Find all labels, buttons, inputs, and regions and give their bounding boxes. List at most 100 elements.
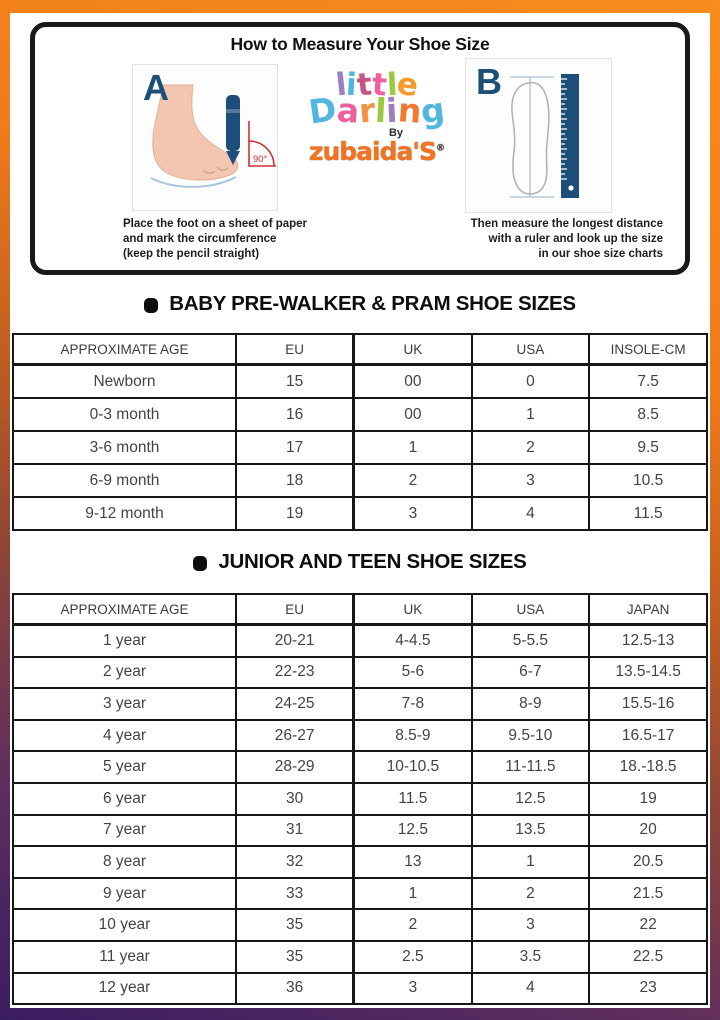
caption-panel-b: Then measure the longest distance with a…	[428, 217, 663, 263]
table-cell: 16	[235, 397, 355, 432]
table-cell: 35	[235, 939, 355, 974]
step-a-label: A	[143, 67, 169, 108]
junior-sizes-table: APPROXIMATE AGE EU UK USA JAPAN 1 year 20-21 4-…	[12, 593, 708, 1006]
table-cell: 13.5	[470, 813, 591, 848]
caption-a-line1: Place the foot on a sheet of paper	[123, 218, 308, 230]
table-cell: 23	[588, 971, 708, 1006]
table-row: 12 year 36 3 4 23	[12, 971, 708, 1006]
table-cell: 2 year	[12, 655, 237, 690]
table-header-row: APPROXIMATE AGE EU UK USA INSOLE-CM	[12, 333, 708, 366]
table-cell: 9 year	[12, 876, 237, 911]
table-row: 3-6 month 17 1 2 9.5	[12, 430, 708, 465]
column-header: EU	[235, 593, 355, 626]
caption-a-line3: (keep the pencil straight)	[123, 248, 260, 261]
table-cell: 31	[235, 813, 355, 848]
table-row: 9-12 month 19 3 4 11.5	[12, 496, 708, 531]
table-cell: 1	[470, 845, 591, 879]
table-cell: 21.5	[588, 876, 708, 911]
table-cell: 12 year	[12, 971, 237, 1006]
logo-brand: zubaida'S®	[293, 137, 461, 166]
table-row: Newborn 15 00 0 7.5	[12, 363, 708, 399]
table-cell: 33	[235, 876, 355, 911]
logo-letter: a	[335, 89, 361, 131]
table-cell: 6-7	[470, 655, 591, 690]
table-cell: 5 year	[12, 750, 237, 784]
table-cell: 3.5	[470, 939, 591, 974]
column-header: EU	[235, 333, 355, 366]
table-cell: 26-27	[235, 718, 355, 753]
table-cell: 15.5-16	[588, 687, 708, 721]
table-cell: 8.5-9	[352, 718, 473, 753]
table-cell: 00	[352, 397, 473, 432]
table-cell: 2.5	[352, 939, 473, 974]
measure-title: How to Measure Your Shoe Size	[230, 34, 490, 54]
column-header: INSOLE-CM	[588, 333, 708, 366]
table-cell: 32	[235, 845, 355, 879]
table-cell: 20-21	[235, 623, 355, 658]
baby-sizes-title: BABY PRE-WALKER & PRAM SHOE SIZES	[10, 275, 710, 333]
table-cell: 20	[588, 813, 708, 848]
brand-logo: little Darling By zubaida'S®	[293, 66, 461, 166]
junior-sizes-title-text: JUNIOR AND TEEN SHOE SIZES	[218, 550, 527, 573]
table-cell: 15	[235, 363, 355, 399]
table-cell: 2	[470, 876, 591, 911]
how-to-measure-box: How to Measure Your Shoe Size A 90°	[30, 22, 690, 275]
foot-ruler-illustration: B	[465, 58, 612, 213]
table-row: 1 year 20-21 4-4.5 5-5.5 12.5-13	[12, 623, 708, 658]
table-cell: 12.5	[352, 813, 473, 848]
table-cell: 0	[470, 363, 591, 399]
table-cell: 11.5	[588, 496, 708, 531]
table-cell: 3	[470, 908, 591, 942]
caption-a-line2: and mark the circumference	[123, 233, 277, 246]
table-cell: 11.5	[352, 781, 473, 816]
column-header: APPROXIMATE AGE	[12, 593, 237, 626]
table-cell: 7-8	[352, 687, 473, 721]
logo-brand-text: zubaida'S	[308, 136, 437, 166]
table-cell: 19	[588, 781, 708, 816]
foot-ruler-icon	[510, 74, 579, 198]
table-row: 0-3 month 16 00 1 8.5	[12, 397, 708, 432]
step-b-label: B	[476, 61, 502, 102]
table-cell: 2	[470, 430, 591, 465]
column-header: USA	[470, 593, 591, 626]
table-cell: 4	[470, 496, 591, 531]
table-cell: 28-29	[235, 750, 355, 784]
table-cell: 8 year	[12, 845, 237, 879]
table-row: 5 year 28-29 10-10.5 11-11.5 18.-18.5	[12, 750, 708, 784]
bullet-icon	[193, 555, 208, 571]
table-cell: 9.5	[588, 430, 708, 465]
table-cell: 30	[235, 781, 355, 816]
table-row: 6-9 month 18 2 3 10.5	[12, 463, 708, 498]
table-cell: 12.5-13	[588, 623, 708, 658]
table-cell: 7.5	[588, 363, 708, 399]
logo-letter: g	[418, 89, 448, 131]
table-cell: 18	[235, 463, 355, 498]
table-row: 4 year 26-27 8.5-9 9.5-10 16.5-17	[12, 718, 708, 753]
baby-sizes-table: APPROXIMATE AGE EU UK USA INSOLE-CM Newborn 15…	[12, 333, 708, 531]
table-cell: 6 year	[12, 781, 237, 816]
table-cell: 3	[352, 496, 473, 531]
table-cell: 13.5-14.5	[588, 655, 708, 690]
column-header: USA	[470, 333, 591, 366]
baby-sizes-title-text: BABY PRE-WALKER & PRAM SHOE SIZES	[169, 292, 576, 315]
table-cell: 4	[470, 971, 591, 1006]
table-row: 8 year 32 13 1 20.5	[12, 845, 708, 879]
table-cell: 1	[470, 397, 591, 432]
table-cell: 4 year	[12, 718, 237, 753]
junior-sizes-title: JUNIOR AND TEEN SHOE SIZES	[10, 531, 710, 593]
logo-letter: n	[396, 89, 423, 131]
logo-by: By	[388, 126, 404, 139]
table-cell: 16.5-17	[588, 718, 708, 753]
logo-letter: D	[306, 88, 340, 132]
table-cell: 36	[235, 971, 355, 1006]
caption-b-line3: in our shoe size charts	[538, 248, 663, 261]
table-cell: 24-25	[235, 687, 355, 721]
table-cell: 1 year	[12, 623, 237, 658]
table-cell: 3-6 month	[12, 430, 237, 465]
caption-b-line1: Then measure the longest distance	[470, 218, 663, 230]
table-row: 10 year 35 2 3 22	[12, 908, 708, 942]
table-row: 2 year 22-23 5-6 6-7 13.5-14.5	[12, 655, 708, 690]
table-cell: 9-12 month	[12, 496, 237, 531]
caption-b-line2: with a ruler and look up the size	[488, 233, 663, 246]
